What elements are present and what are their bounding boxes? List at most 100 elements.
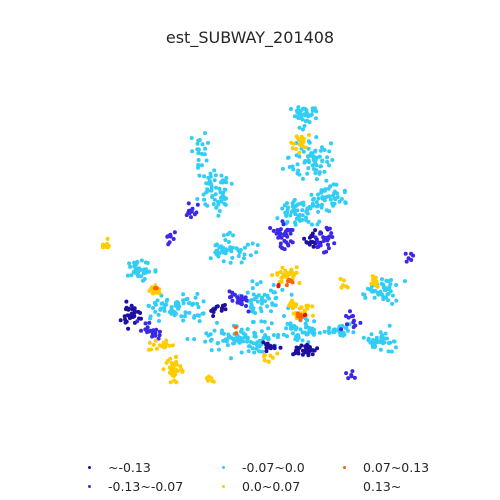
station-point [250, 320, 255, 324]
station-point [141, 278, 145, 283]
station-point [373, 288, 378, 293]
station-point [206, 378, 210, 383]
station-point [289, 107, 293, 111]
station-point [403, 251, 408, 256]
station-point [278, 241, 283, 246]
station-point [275, 272, 280, 277]
station-point [331, 193, 335, 198]
station-point [333, 197, 338, 202]
station-point [250, 279, 255, 284]
station-point [325, 159, 330, 164]
station-point [209, 348, 214, 353]
station-point [196, 305, 201, 310]
station-point [192, 337, 197, 342]
station-point [263, 333, 268, 338]
station-point [280, 287, 285, 292]
station-point [312, 327, 316, 332]
station-point [339, 327, 344, 332]
station-point [378, 289, 383, 294]
station-point [239, 260, 244, 265]
station-point [155, 290, 159, 295]
station-point [297, 281, 302, 285]
station-point [325, 237, 330, 242]
station-point [223, 307, 228, 312]
station-point [217, 186, 222, 191]
legend-marker-4 [222, 485, 225, 488]
station-point [286, 155, 290, 160]
station-point [345, 322, 349, 327]
station-point [150, 331, 155, 336]
station-point [254, 250, 259, 255]
station-point [262, 358, 267, 363]
station-point [313, 148, 318, 153]
station-point [317, 154, 322, 159]
station-point [202, 197, 207, 202]
station-point [279, 279, 284, 284]
station-point [270, 273, 274, 278]
station-point [220, 306, 224, 311]
station-point [157, 333, 162, 338]
station-point [208, 171, 213, 176]
station-point [307, 120, 312, 125]
station-point [223, 238, 228, 242]
station-point [286, 228, 291, 233]
station-point [211, 314, 216, 318]
station-point [221, 248, 225, 253]
station-point [294, 147, 299, 151]
station-point [402, 279, 407, 284]
station-point [298, 317, 303, 322]
station-point [374, 279, 379, 284]
station-point [321, 235, 326, 240]
station-point [127, 313, 132, 318]
station-point [337, 331, 342, 335]
station-point [317, 241, 321, 246]
station-point [298, 138, 303, 143]
station-point [289, 210, 294, 214]
station-point [167, 343, 172, 348]
station-point [215, 242, 219, 247]
station-point [388, 289, 393, 294]
station-point [361, 335, 366, 340]
station-point [363, 295, 368, 300]
station-point [239, 327, 244, 332]
station-point [327, 209, 332, 214]
station-point [310, 240, 315, 244]
station-point [288, 231, 293, 236]
station-point [268, 353, 273, 358]
station-point [296, 108, 301, 113]
station-point [205, 203, 210, 208]
station-point [246, 309, 251, 314]
station-point [229, 356, 233, 361]
station-point [331, 330, 336, 334]
station-point [245, 242, 250, 247]
station-point [171, 237, 176, 241]
station-point [190, 149, 195, 154]
station-point [129, 273, 134, 278]
station-point [369, 332, 374, 337]
station-point [313, 235, 318, 240]
station-point [262, 319, 267, 324]
station-point [350, 314, 354, 319]
station-point [195, 301, 200, 306]
station-point [235, 337, 240, 342]
station-point [249, 301, 254, 306]
station-point [149, 285, 154, 290]
station-point [327, 226, 332, 231]
station-point [386, 291, 391, 296]
station-point [125, 273, 130, 278]
station-point [181, 292, 186, 297]
station-point [247, 344, 252, 349]
station-point [284, 213, 289, 218]
station-point [181, 301, 186, 306]
station-point [298, 327, 303, 332]
station-point [221, 233, 226, 238]
station-point [276, 332, 281, 337]
station-point [221, 259, 226, 264]
station-point [266, 326, 271, 331]
station-point [370, 338, 375, 342]
station-point [310, 106, 315, 111]
station-point [153, 338, 158, 343]
station-point [311, 203, 316, 208]
station-point [348, 309, 352, 314]
station-point [169, 305, 174, 310]
